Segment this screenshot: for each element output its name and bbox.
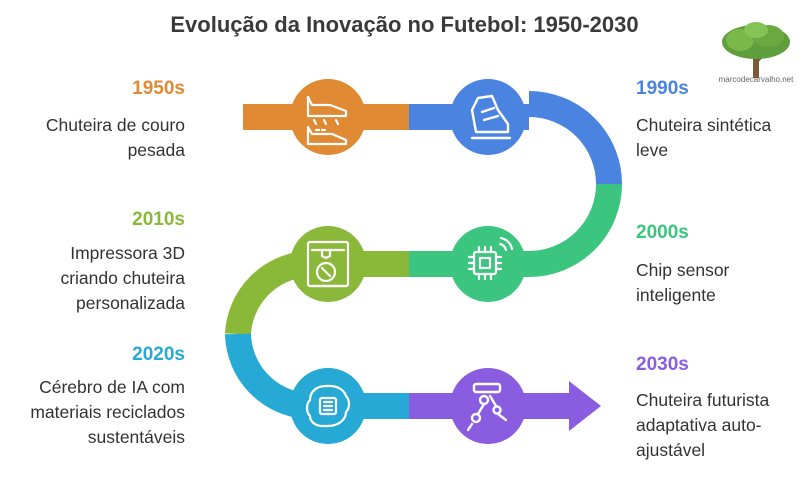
arrow-head [569, 381, 601, 431]
decade-2030s: 2030s [636, 354, 689, 375]
page-title: Evolução da Inovação no Futebol: 1950-20… [170, 12, 639, 37]
ai-brain-icon [305, 384, 351, 428]
sensor-chip-icon [467, 236, 514, 281]
decade-1990s: 1990s [636, 78, 689, 99]
desc-2020s: Cérebro de IA com materiais reciclados s… [30, 377, 185, 447]
circle-2000s [450, 226, 526, 302]
decade-2010s: 2010s [132, 209, 185, 230]
decade-1950s: 1950s [132, 78, 185, 99]
desc-2010s: Impressora 3D criando chuteira personali… [60, 243, 185, 313]
3d-printer-icon [306, 240, 350, 288]
circle-1990s [450, 79, 526, 155]
robot-leg-icon [466, 382, 508, 432]
decade-2020s: 2020s [132, 344, 185, 365]
desc-2030s: Chuteira futurista adaptativa auto-ajust… [636, 390, 770, 460]
tree-logo-icon [722, 22, 790, 78]
circle-2030s [450, 368, 526, 444]
curve-1990s [528, 91, 622, 185]
synthetic-shoe-icon [470, 94, 512, 140]
desc-2000s: Chip sensor inteligente [636, 260, 730, 305]
desc-1990s: Chuteira sintética leve [636, 115, 772, 160]
desc-1950s: Chuteira de couro pesada [45, 115, 185, 160]
logo-caption: marcodecarvalho.net [718, 75, 794, 84]
decade-2000s: 2000s [636, 222, 689, 243]
curve-2000s [528, 183, 622, 277]
leather-boots-icon [306, 95, 348, 146]
